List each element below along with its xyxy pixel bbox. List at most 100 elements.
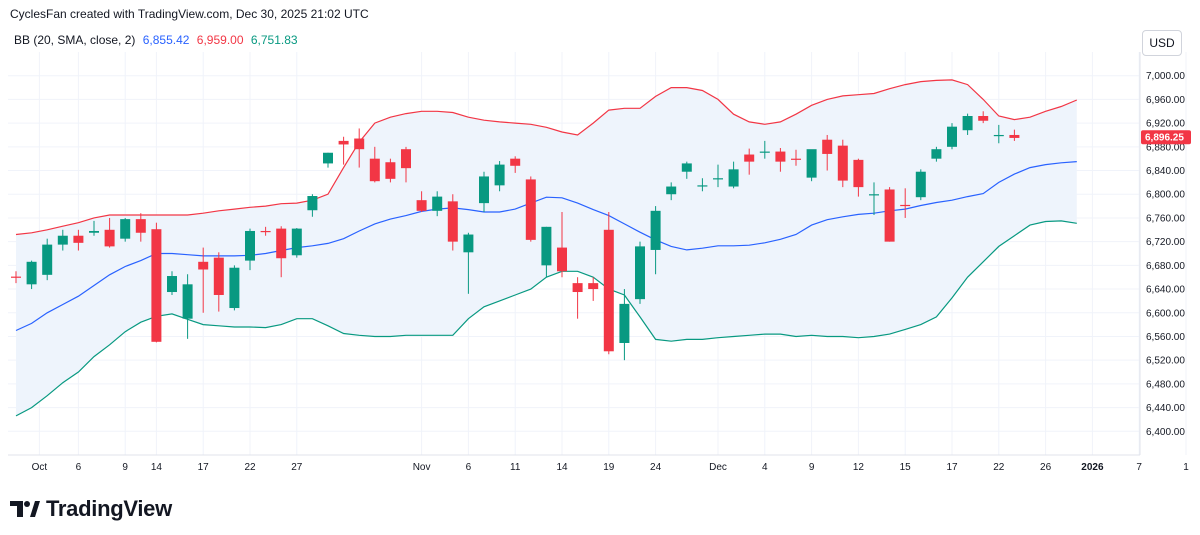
candle-body — [135, 219, 146, 233]
candle[interactable] — [603, 212, 614, 355]
candle[interactable] — [572, 277, 583, 319]
candle[interactable] — [650, 206, 661, 275]
candle-body — [494, 164, 505, 186]
candle[interactable] — [494, 161, 505, 192]
candle[interactable] — [432, 191, 443, 217]
candle-body — [525, 179, 536, 240]
candle-body — [276, 228, 287, 259]
candle-body — [993, 134, 1004, 137]
candle[interactable] — [728, 161, 739, 189]
candle[interactable] — [11, 271, 21, 284]
candle[interactable] — [26, 260, 37, 290]
candle[interactable] — [884, 187, 895, 242]
candle[interactable] — [853, 158, 864, 197]
indicator-legend[interactable]: BB (20, SMA, close, 2) 6,855.42 6,959.00… — [14, 33, 302, 47]
candle[interactable] — [806, 149, 817, 182]
candle-body — [915, 171, 926, 198]
candle-body — [837, 145, 848, 181]
tradingview-logo-text: TradingView — [46, 496, 172, 521]
candle[interactable] — [167, 271, 177, 295]
candle[interactable] — [73, 229, 84, 251]
candle[interactable] — [759, 140, 770, 159]
candle[interactable] — [323, 152, 333, 168]
candle[interactable] — [463, 232, 474, 294]
candle[interactable] — [369, 146, 380, 183]
candle[interactable] — [182, 274, 193, 339]
candle[interactable] — [681, 161, 692, 179]
last-price-label: 6,896.25 — [1141, 130, 1191, 145]
candle[interactable] — [229, 265, 240, 311]
candle[interactable] — [510, 156, 521, 173]
candle[interactable] — [57, 229, 68, 251]
candle-body — [962, 116, 973, 131]
candle-body — [681, 163, 692, 172]
candle[interactable] — [978, 111, 989, 124]
time-axis[interactable]: Oct 6 9 14 17 22 27 Nov 6 11 14 19 24 Dec 4 9 12 15 17 22 26… — [32, 462, 1190, 473]
bb-lower-value: 6,751.83 — [250, 33, 298, 47]
candle-body — [385, 162, 396, 179]
candle[interactable] — [198, 247, 209, 313]
price-tick-label: 7,000.00 — [1146, 71, 1185, 82]
candle[interactable] — [993, 124, 1004, 144]
time-tick-label: Nov — [413, 462, 431, 473]
candle[interactable] — [666, 182, 677, 201]
candle[interactable] — [775, 148, 786, 172]
candle-body — [619, 303, 630, 343]
candle-body — [57, 235, 68, 245]
candle[interactable] — [291, 228, 302, 258]
candle[interactable] — [525, 176, 536, 242]
candle[interactable] — [791, 149, 801, 166]
candle[interactable] — [869, 182, 879, 215]
candle[interactable] — [744, 148, 755, 175]
candle[interactable] — [557, 212, 567, 278]
price-tick-label: 6,720.00 — [1146, 237, 1185, 248]
last-price-text: 6,896.25 — [1145, 133, 1184, 144]
candle-body — [26, 261, 37, 285]
candle[interactable] — [837, 139, 848, 188]
candle-body — [42, 244, 53, 275]
candle[interactable] — [697, 178, 708, 192]
candle-body — [213, 257, 224, 295]
candle[interactable] — [89, 220, 99, 236]
candle[interactable] — [276, 226, 287, 278]
candle[interactable] — [104, 217, 115, 248]
candle[interactable] — [260, 226, 271, 236]
candle[interactable] — [447, 194, 458, 251]
candle[interactable] — [900, 188, 911, 218]
candle[interactable] — [385, 158, 396, 183]
candle[interactable] — [151, 222, 162, 343]
candle[interactable] — [416, 191, 427, 213]
candle[interactable] — [635, 241, 645, 304]
candle[interactable] — [401, 146, 411, 183]
candle[interactable] — [354, 128, 365, 168]
candle-body — [167, 276, 177, 293]
candle-body — [869, 194, 879, 196]
candle-body — [89, 230, 99, 233]
tradingview-logo[interactable]: TradingView — [10, 496, 172, 522]
currency-button[interactable]: USD — [1142, 30, 1182, 56]
candle[interactable] — [307, 194, 318, 217]
candle[interactable] — [338, 136, 349, 165]
candle[interactable] — [822, 134, 833, 171]
candle[interactable] — [135, 213, 146, 242]
candle[interactable] — [962, 113, 973, 135]
candle-body — [291, 228, 302, 256]
candle[interactable] — [120, 217, 131, 242]
candle[interactable] — [915, 169, 926, 201]
price-axis[interactable]: 6,400.00 6,440.00 6,480.00 6,520.00 6,560.00… — [1146, 71, 1185, 438]
candle-body — [151, 229, 162, 342]
candle[interactable] — [541, 226, 552, 278]
price-tick-label: 6,760.00 — [1146, 213, 1185, 224]
candle[interactable] — [479, 171, 489, 213]
candle[interactable] — [619, 289, 630, 361]
candle[interactable] — [213, 252, 224, 312]
candle-body — [635, 246, 645, 300]
candle[interactable] — [588, 277, 599, 301]
candle[interactable] — [713, 164, 723, 188]
candle[interactable] — [947, 123, 957, 150]
candle[interactable] — [1009, 129, 1020, 141]
candle[interactable] — [42, 238, 53, 281]
candle[interactable] — [245, 228, 255, 271]
candle[interactable] — [931, 146, 942, 162]
